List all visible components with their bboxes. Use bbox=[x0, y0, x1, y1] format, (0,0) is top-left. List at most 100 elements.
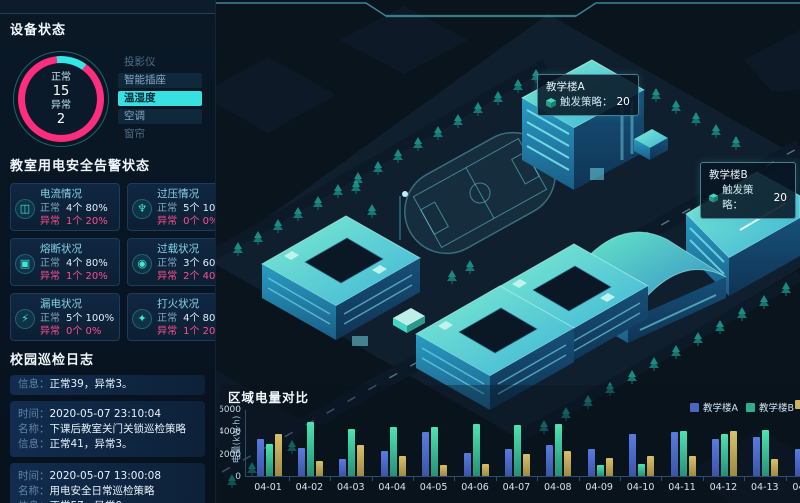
device-legend-item-1[interactable]: 智能插座 bbox=[118, 73, 202, 88]
bar-04-11-series0 bbox=[670, 432, 678, 476]
y-axis-label: 电量(kW·h) bbox=[232, 415, 243, 464]
x-tick-mark bbox=[578, 477, 580, 481]
alarm-card-title: 过载状况 bbox=[157, 243, 200, 255]
bar-04-12-series0 bbox=[711, 438, 719, 476]
device-legend-item-3[interactable]: 空调 bbox=[118, 109, 202, 124]
log-name: 名称：下课后教室关门关锁巡检策略 bbox=[18, 423, 186, 435]
normal-count: 15 bbox=[52, 83, 70, 99]
bar-04-08-series0 bbox=[546, 444, 554, 476]
x-tick-label: 04-04 bbox=[378, 482, 406, 493]
trigger-policy-value: 20 bbox=[773, 191, 787, 204]
log-entry: 信息：正常39，异常3。 bbox=[10, 375, 205, 395]
street-lamp bbox=[399, 191, 408, 240]
x-tick-mark bbox=[454, 477, 456, 481]
x-tick-label: 04-11 bbox=[668, 482, 696, 493]
device-legend-item-2[interactable]: 温湿度 bbox=[118, 91, 202, 106]
bar-04-01-series0 bbox=[256, 438, 264, 476]
x-tick-label: 04-12 bbox=[709, 482, 738, 493]
x-tick-mark bbox=[288, 477, 290, 481]
x-tick-label: 04-14 bbox=[792, 482, 800, 493]
log-entry: 时间：2020-05-07 13:00:08 名称：用电安全日常巡检策略信息：正常… bbox=[10, 463, 205, 503]
building-a-name: 教学楼A bbox=[546, 81, 585, 93]
bar-04-03-series0 bbox=[339, 459, 347, 476]
abnormal-count: 2 bbox=[56, 111, 66, 127]
bar-04-01-series2 bbox=[274, 433, 282, 476]
bar-04-01-series1 bbox=[265, 444, 273, 476]
chart-legend-item-1[interactable]: 教学楼B bbox=[746, 400, 794, 414]
bar-04-08-series2 bbox=[564, 451, 572, 476]
bar-04-04-series0 bbox=[380, 451, 388, 476]
ring-building-left bbox=[260, 215, 422, 346]
log-name: 名称：用电安全日常巡检策略 bbox=[18, 485, 155, 497]
alarm-card-title: 电流情况 bbox=[40, 188, 82, 200]
log-time: 时间：2020-05-07 13:00:08 bbox=[18, 470, 162, 482]
legend-label: 教学楼B bbox=[759, 403, 795, 414]
y-tick-label: 4000 bbox=[220, 427, 241, 438]
overvoltage-icon: ♆ bbox=[132, 199, 153, 219]
chart-legend-item-0[interactable]: 教学楼A bbox=[690, 400, 738, 414]
bus bbox=[393, 308, 425, 333]
alarm-card: ⚡ 漏电状况 正常 5个 100% 异常 0个 0% bbox=[10, 293, 121, 341]
policy-cube-icon bbox=[546, 97, 556, 108]
campus-platform bbox=[208, 14, 800, 438]
bar-04-10-series0 bbox=[629, 434, 637, 476]
log-info: 信息：正常41，异常3。 bbox=[18, 438, 133, 450]
x-tick-mark bbox=[661, 477, 663, 481]
alarm-card-title: 打火状况 bbox=[157, 298, 200, 310]
ring-building-bottom bbox=[414, 285, 576, 410]
device-legend-item-0[interactable]: 投影仪 bbox=[124, 56, 156, 68]
bar-04-09-series1 bbox=[596, 464, 604, 476]
device-legend-item-4[interactable]: 窗帘 bbox=[124, 128, 145, 140]
bar-04-04-series1 bbox=[389, 426, 397, 476]
alarm-card-title: 漏电状况 bbox=[40, 298, 82, 310]
bar-04-12-series1 bbox=[720, 434, 728, 476]
x-tick-label: 04-07 bbox=[502, 482, 531, 493]
bar-04-02-series2 bbox=[315, 460, 323, 476]
x-tick-label: 04-06 bbox=[461, 482, 489, 493]
current-icon: ◫ bbox=[15, 199, 35, 219]
device-status-title: 设备状态 bbox=[10, 23, 67, 38]
x-tick-mark bbox=[412, 477, 414, 481]
bar-04-07-series2 bbox=[522, 453, 530, 476]
device-type-legend: 投影仪智能插座温湿度空调窗帘 bbox=[118, 52, 202, 145]
bar-04-02-series1 bbox=[306, 421, 314, 476]
device-status-donut-block: 正常 15 异常 2 投影仪智能插座温湿度空调窗帘 bbox=[13, 50, 205, 147]
alarm-card-title: 熔断状况 bbox=[40, 243, 82, 255]
bar-04-06-series2 bbox=[481, 464, 489, 476]
trees bbox=[227, 69, 791, 488]
alarm-card: ▣ 熔断状况 正常 4个 80% 异常 1个 20% bbox=[10, 238, 121, 286]
device-status-donut-chart: 正常 15 异常 2 bbox=[13, 50, 109, 147]
chart-legend-item-2[interactable] bbox=[795, 400, 800, 409]
patrol-log-title: 校园巡检日志 bbox=[10, 353, 95, 368]
leakage-icon: ⚡ bbox=[15, 309, 35, 329]
arc-icon: ✦ bbox=[132, 309, 153, 329]
bar-04-04-series2 bbox=[398, 455, 406, 476]
chart-legend: 教学楼A 教学楼B bbox=[220, 400, 800, 414]
abnormal-label: 异常 bbox=[51, 99, 71, 111]
x-tick-mark bbox=[495, 477, 497, 481]
bar-04-05-series1 bbox=[431, 426, 439, 476]
alarm-card: ◫ 电流情况 正常 4个 80% 异常 1个 20% bbox=[10, 183, 121, 231]
bar-04-09-series0 bbox=[587, 448, 595, 476]
normal-label: 正常 bbox=[51, 71, 71, 83]
patrol-log-list[interactable]: 信息：正常39，异常3。 时间：2020-05-07 23:10:04 名称：下课后… bbox=[10, 375, 205, 503]
sidebar: 设备状态 正常 15 异常 2 投影仪 智能插座 温湿度 空调 窗帘 教室用电安全告警状… bbox=[0, 0, 216, 503]
bar-04-10-series1 bbox=[638, 464, 646, 476]
donut-center-label: 正常 15 异常 2 bbox=[25, 62, 97, 135]
x-tick-label: 04-03 bbox=[336, 482, 365, 493]
bar-04-06-series0 bbox=[463, 453, 471, 476]
bar-04-14-series0 bbox=[794, 448, 800, 476]
x-tick-label: 04-01 bbox=[254, 482, 282, 493]
bar-04-11-series1 bbox=[679, 430, 687, 476]
